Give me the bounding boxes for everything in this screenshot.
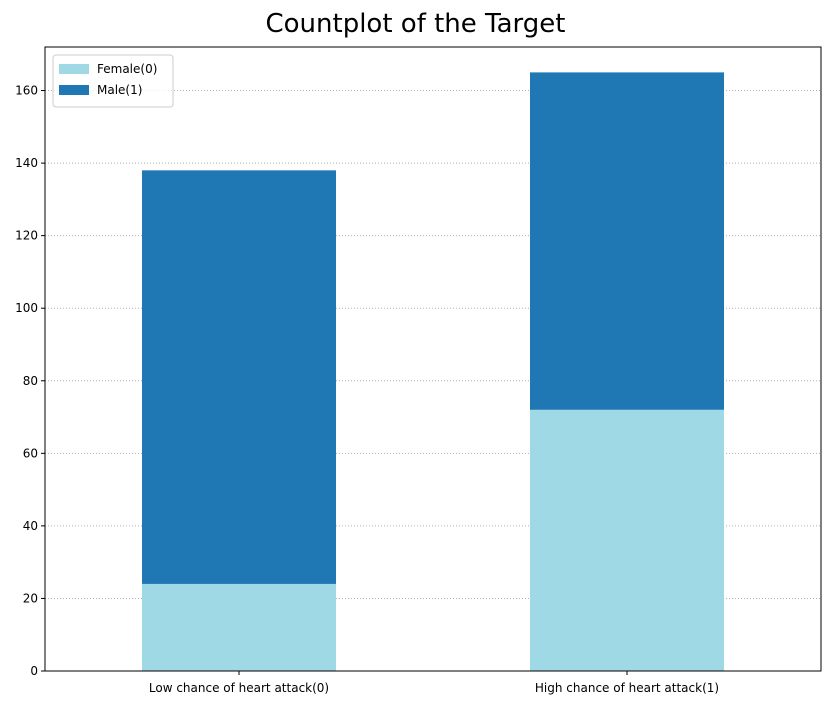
y-tick-label: 100	[15, 301, 38, 315]
y-tick-label: 80	[23, 374, 38, 388]
y-tick-label: 0	[30, 664, 38, 678]
y-axis: 0 20 40 60 80 100 120 140 160	[15, 84, 45, 678]
y-tick-label: 120	[15, 229, 38, 243]
bar-male-1	[530, 72, 724, 410]
y-tick-label: 60	[23, 446, 38, 460]
x-axis: Low chance of heart attack(0) High chance…	[149, 671, 719, 695]
x-tick-label: Low chance of heart attack(0)	[149, 681, 329, 695]
legend-swatch	[59, 85, 89, 95]
bar-female-0	[142, 583, 336, 671]
legend-swatch	[59, 64, 89, 74]
legend-label: Female(0)	[97, 62, 157, 76]
plot-frame	[44, 46, 822, 672]
legend-label: Male(1)	[97, 83, 142, 97]
y-tick-label: 20	[23, 591, 38, 605]
y-tick-label: 160	[15, 84, 38, 98]
bar-male-0	[142, 170, 336, 584]
x-tick-label: High chance of heart attack(1)	[535, 681, 719, 695]
bar-female-1	[530, 409, 724, 671]
legend: Female(0) Male(1)	[52, 54, 174, 108]
y-tick-label: 140	[15, 156, 38, 170]
y-tick-label: 40	[23, 519, 38, 533]
bars	[142, 72, 724, 671]
chart-title: Countplot of the Target	[265, 9, 565, 39]
